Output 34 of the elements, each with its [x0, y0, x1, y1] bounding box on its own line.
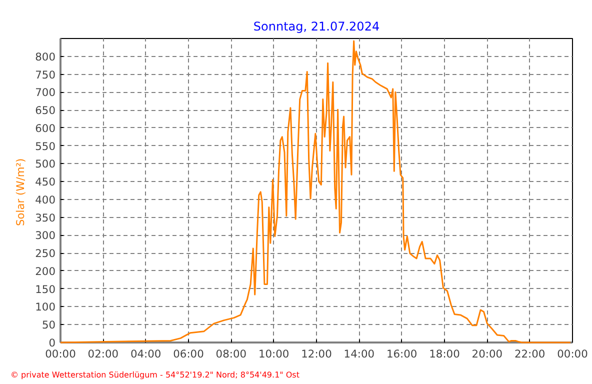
- y-tick-label: 500: [35, 158, 56, 171]
- x-tick-label: 10:00: [258, 348, 290, 360]
- text: © private Wetterstation Süderlügum - 54°52'19.2" Nord; 8°54'49.1" Ost: [10, 370, 300, 380]
- x-tick-label: 02:00: [88, 348, 119, 360]
- y-tick-label: 750: [35, 68, 56, 82]
- y-tick-label: 50: [42, 318, 56, 332]
- y-tick-label: 250: [35, 247, 56, 260]
- y-tick-label: 400: [35, 193, 56, 206]
- y-tick-label: 650: [35, 104, 56, 118]
- chart-title: Sonntag, 21.07.2024: [253, 20, 380, 34]
- y-tick-label: 600: [35, 122, 56, 135]
- x-tick-label: 20:00: [472, 348, 503, 360]
- x-tick-label: 18:00: [429, 348, 460, 360]
- x-tick-label: 00:00: [557, 348, 588, 360]
- x-tick-label: 16:00: [386, 348, 418, 360]
- y-tick-label: 800: [35, 50, 56, 64]
- y-tick-label: 0: [48, 336, 56, 350]
- y-tick-label: 700: [35, 86, 56, 100]
- y-tick-label: 150: [35, 282, 56, 296]
- y-tick-label: 200: [35, 264, 56, 278]
- y-tick-label: 450: [35, 176, 56, 189]
- x-tick-label: 14:00: [344, 348, 375, 360]
- x-tick-label: 06:00: [173, 348, 204, 360]
- x-tick-label: 04:00: [130, 348, 162, 360]
- y-tick-label: 300: [35, 229, 56, 242]
- y-tick-label: 100: [35, 300, 56, 314]
- y-tick-label: 550: [35, 140, 56, 153]
- y-tick-label: 350: [35, 211, 56, 224]
- x-tick-label: 22:00: [514, 348, 546, 360]
- x-tick-label: 00:00: [45, 348, 76, 360]
- line-series: [60, 40, 572, 344]
- x-tick-label: 12:00: [301, 348, 332, 360]
- x-tick-label: 08:00: [216, 348, 247, 360]
- y-axis-title: Solar (W/m²): [14, 158, 28, 226]
